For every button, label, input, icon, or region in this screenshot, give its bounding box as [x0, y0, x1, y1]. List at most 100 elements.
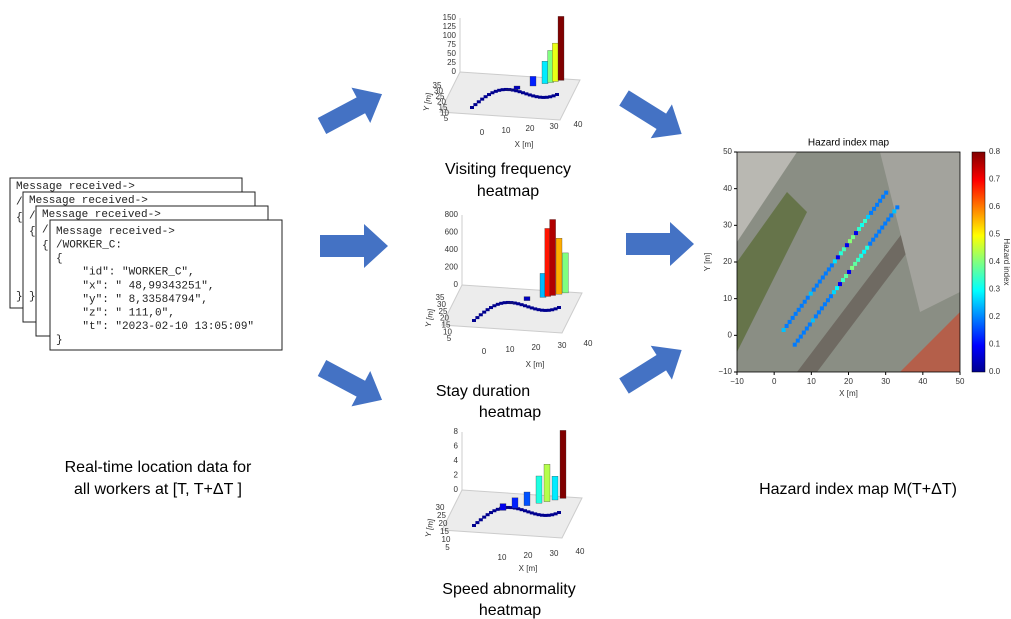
z-tick-label: 4 [454, 456, 459, 465]
bar [552, 43, 558, 81]
card-line: "id": "WORKER_C", [56, 267, 195, 279]
hazard-cell [796, 339, 800, 343]
x-tick-label: 40 [576, 547, 585, 556]
bar [508, 302, 514, 304]
hazard-cell [848, 239, 852, 243]
cell [475, 316, 479, 319]
hazard-cell [817, 310, 821, 314]
hazard-cell [799, 335, 803, 339]
bar [552, 476, 558, 500]
hazard-cell [847, 270, 851, 274]
hazard-cell [859, 254, 863, 258]
y-tick-label: 5 [445, 543, 450, 552]
bar [512, 498, 518, 508]
hazard-cell [818, 280, 822, 284]
x-axis-label: X [m] [526, 360, 545, 369]
card-line: / [29, 211, 36, 223]
x-tick-label: 0 [482, 347, 487, 356]
arrow [613, 81, 692, 151]
z-tick-label: 8 [454, 427, 459, 436]
x-tick-label: 20 [526, 124, 535, 133]
bar [506, 90, 512, 91]
z-tick-label: 600 [445, 228, 459, 237]
bar [560, 430, 566, 498]
card-line: Message received-> [42, 209, 161, 221]
bar [550, 219, 556, 295]
x-tick-label: 40 [918, 377, 927, 386]
z-tick-label: 125 [443, 22, 457, 31]
colorbar-tick-label: 0.1 [989, 340, 1001, 349]
hazard-cell [785, 324, 789, 328]
hazard-cell [851, 235, 855, 239]
x-tick-label: 50 [956, 377, 965, 386]
x-tick-label: 10 [498, 553, 507, 562]
y-tick-label: 5 [447, 334, 452, 343]
x-tick-label: 20 [524, 551, 533, 560]
x-tick-label: 40 [584, 339, 593, 348]
z-tick-label: 0 [454, 280, 459, 289]
z-tick-label: 800 [445, 210, 459, 219]
heatmap-3d: 15012510075502503530252015105010203040X … [422, 13, 583, 200]
bar [544, 464, 550, 501]
z-tick-label: 25 [447, 58, 456, 67]
hazard-cell [869, 211, 873, 215]
hazard-cell [862, 250, 866, 254]
x-tick-label: 40 [574, 120, 583, 129]
hazard-cell [832, 290, 836, 294]
cell [496, 508, 500, 511]
card-line: "x": " 48,99343251", [56, 280, 214, 292]
cell [557, 306, 561, 309]
bar [524, 492, 530, 506]
bar [530, 76, 536, 86]
heatmap-caption: heatmap [479, 602, 541, 619]
x-tick-label: 0 [480, 128, 485, 137]
hazard-cell [868, 242, 872, 246]
cell [475, 521, 479, 524]
input-caption: Real-time location data for [65, 459, 252, 476]
hazard-cell [883, 222, 887, 226]
hazard-cell [808, 322, 812, 326]
card-line: Message received-> [16, 181, 135, 193]
heatmap-caption: heatmap [477, 183, 539, 200]
bar [524, 297, 530, 301]
hazard-map: Hazard index map−10010203040505040302010… [703, 138, 1011, 398]
bar [542, 61, 548, 83]
z-tick-label: 150 [443, 13, 457, 22]
colorbar [972, 152, 985, 372]
hazard-cell [863, 219, 867, 223]
hazard-cell [850, 266, 854, 270]
hazard-cell [821, 275, 825, 279]
card-line: /WORKER_C: [56, 240, 122, 252]
hazard-cell [820, 306, 824, 310]
hazard-cell [841, 278, 845, 282]
z-tick-label: 50 [447, 49, 456, 58]
hazard-cell [857, 227, 861, 231]
colorbar-tick-label: 0.8 [989, 147, 1001, 156]
heatmap-caption: Speed abnormality [442, 581, 575, 598]
x-axis-label: X [m] [515, 140, 534, 149]
hazard-cell [878, 199, 882, 203]
y-tick-label: 40 [723, 184, 732, 193]
heatmap-caption: Stay duration [436, 383, 530, 400]
hazard-cell [853, 262, 857, 266]
hazard-cell [838, 282, 842, 286]
y-tick-label: 5 [444, 114, 449, 123]
hazard-cell [800, 304, 804, 308]
heatmap-caption: heatmap [479, 404, 541, 421]
x-tick-label: 10 [807, 377, 816, 386]
y-tick-label: 0 [728, 330, 733, 339]
hazard-cell [829, 294, 833, 298]
hazard-cell [866, 215, 870, 219]
hazard-cell [806, 296, 810, 300]
bar [558, 16, 564, 80]
colorbar-tick-label: 0.3 [989, 285, 1001, 294]
hazard-cell [793, 343, 797, 347]
x-axis-label: X [m] [519, 564, 538, 573]
bar [556, 238, 562, 294]
cell [479, 313, 483, 316]
cell [472, 524, 476, 527]
y-axis-label: Y [m] [422, 92, 434, 112]
cell [470, 106, 474, 109]
arrow [613, 333, 692, 403]
card-line: / [42, 225, 49, 237]
